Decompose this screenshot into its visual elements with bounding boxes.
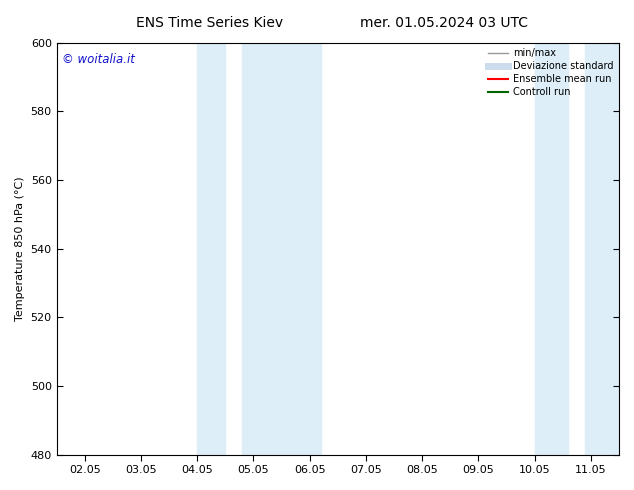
Legend: min/max, Deviazione standard, Ensemble mean run, Controll run: min/max, Deviazione standard, Ensemble m… bbox=[484, 45, 617, 101]
Y-axis label: Temperature 850 hPa (°C): Temperature 850 hPa (°C) bbox=[15, 176, 25, 321]
Bar bbox=[242, 43, 321, 455]
Bar bbox=[197, 43, 225, 455]
Text: mer. 01.05.2024 03 UTC: mer. 01.05.2024 03 UTC bbox=[360, 16, 527, 30]
Text: © woitalia.it: © woitalia.it bbox=[62, 53, 135, 66]
Bar bbox=[585, 43, 634, 455]
Text: ENS Time Series Kiev: ENS Time Series Kiev bbox=[136, 16, 283, 30]
Bar bbox=[534, 43, 569, 455]
